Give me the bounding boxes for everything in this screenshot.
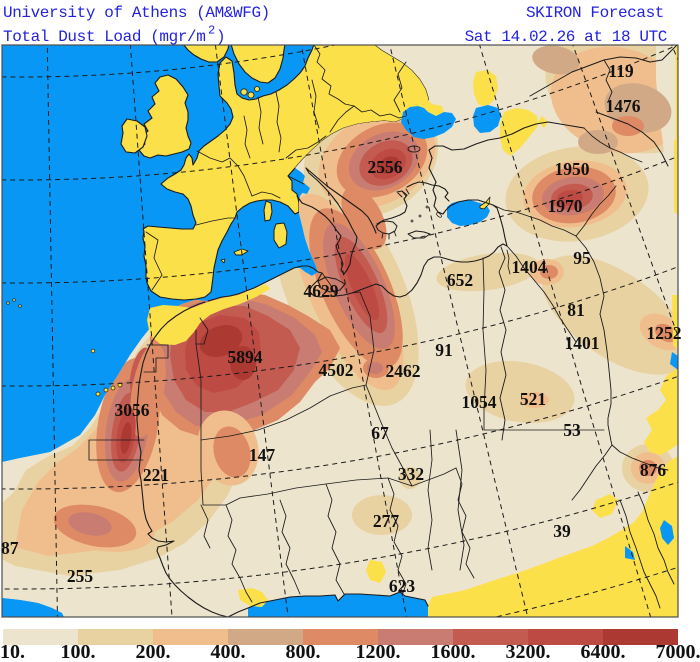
svg-text:221: 221 — [143, 465, 169, 485]
svg-text:100.: 100. — [61, 641, 96, 662]
svg-text:1476: 1476 — [606, 96, 641, 116]
svg-text:876: 876 — [640, 460, 667, 480]
svg-text:39: 39 — [553, 521, 571, 541]
svg-text:87: 87 — [1, 538, 19, 558]
svg-text:332: 332 — [398, 464, 424, 484]
svg-text:4629: 4629 — [304, 281, 339, 301]
svg-text:): ) — [216, 28, 225, 46]
svg-text:1200.: 1200. — [356, 641, 401, 662]
svg-text:147: 147 — [249, 445, 276, 465]
svg-text:10.: 10. — [0, 641, 25, 662]
svg-text:6400.: 6400. — [581, 641, 626, 662]
svg-text:5894: 5894 — [228, 347, 263, 367]
svg-text:81: 81 — [567, 300, 585, 320]
svg-text:95: 95 — [573, 248, 591, 268]
svg-text:277: 277 — [373, 511, 400, 531]
svg-text:SKIRON Forecast: SKIRON Forecast — [526, 4, 664, 22]
svg-text:53: 53 — [563, 420, 581, 440]
svg-text:623: 623 — [389, 576, 416, 596]
svg-text:1401: 1401 — [565, 333, 600, 353]
svg-text:1950: 1950 — [555, 159, 590, 179]
svg-text:119: 119 — [608, 61, 634, 81]
svg-text:1404: 1404 — [512, 257, 547, 277]
svg-text:2556: 2556 — [368, 157, 403, 177]
svg-text:91: 91 — [435, 340, 453, 360]
svg-text:200.: 200. — [136, 641, 171, 662]
svg-text:67: 67 — [371, 423, 389, 443]
svg-text:3056: 3056 — [115, 400, 150, 420]
svg-text:652: 652 — [447, 270, 473, 290]
svg-text:Total Dust Load (mgr/m: Total Dust Load (mgr/m — [3, 28, 205, 46]
svg-text:1970: 1970 — [548, 196, 583, 216]
svg-text:Sat 14.02.26 at 18 UTC: Sat 14.02.26 at 18 UTC — [465, 28, 667, 46]
svg-text:2462: 2462 — [386, 361, 421, 381]
svg-text:4502: 4502 — [319, 360, 354, 380]
svg-text:1054: 1054 — [462, 392, 497, 412]
svg-text:7000.: 7000. — [656, 641, 700, 662]
svg-text:1252: 1252 — [647, 323, 682, 343]
svg-text:2: 2 — [208, 24, 215, 38]
svg-text:3200.: 3200. — [506, 641, 551, 662]
svg-text:255: 255 — [67, 566, 94, 586]
svg-text:University of Athens (AM&WFG): University of Athens (AM&WFG) — [3, 4, 270, 22]
svg-text:1600.: 1600. — [431, 641, 476, 662]
svg-text:400.: 400. — [211, 641, 246, 662]
svg-text:521: 521 — [520, 389, 546, 409]
svg-text:800.: 800. — [286, 641, 321, 662]
